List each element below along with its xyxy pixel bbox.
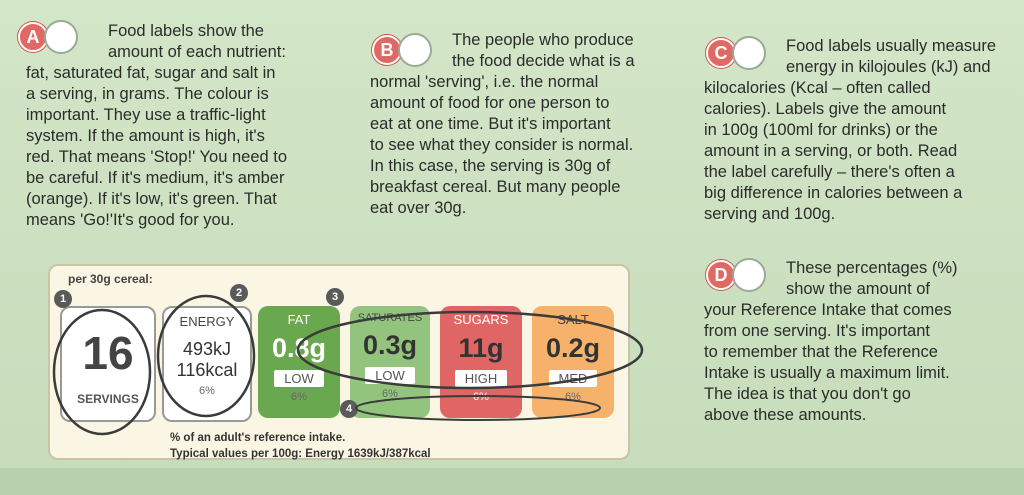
bottom-band	[0, 468, 1024, 495]
text-line: red. That means 'Stop!' You need to	[26, 148, 288, 166]
text-line: in 100g (100ml for drinks) or the	[704, 121, 938, 139]
paragraph-b: The people who produce the food decide w…	[370, 30, 700, 219]
text-line: normal 'serving', i.e. the normal	[370, 73, 599, 91]
marker-2: 2	[230, 284, 248, 302]
text-line: The idea is that you don't go	[704, 385, 911, 403]
text-line: to see what they consider is normal.	[370, 136, 634, 154]
energy-head: ENERGY	[179, 314, 235, 329]
text-line: amount of food for one person to	[370, 94, 610, 112]
text-line: Food labels usually measure	[786, 37, 997, 55]
answer-circle-c[interactable]	[732, 36, 766, 70]
nutrition-label: per 30g cereal: 16 SERVINGS ENERGY 493kJ…	[48, 264, 630, 460]
text-line: eat at one time. But it's important	[370, 115, 611, 133]
servings-caption: SERVINGS	[77, 392, 139, 406]
sugars-pct: 6%	[473, 391, 489, 403]
text-line: Intake is usually a maximum limit.	[704, 364, 950, 382]
text-line: from one serving. It's important	[704, 322, 930, 340]
answer-circle-b[interactable]	[398, 33, 432, 67]
paragraph-d: These percentages (%) show the amount of…	[704, 258, 1022, 426]
servings-number: 16	[82, 327, 134, 379]
badge-letter-a: A	[18, 22, 48, 52]
salt-box: SALT 0.2g MED 6%	[532, 306, 614, 418]
saturates-pct: 6%	[382, 388, 398, 400]
sugars-level: HIGH	[454, 370, 508, 387]
saturates-value: 0.3g	[362, 330, 418, 360]
text-line: amount in a serving, or both. Read	[704, 142, 958, 160]
fat-level: LOW	[274, 370, 324, 387]
sugars-box: SUGARS 11g HIGH 6%	[440, 306, 522, 418]
energy-kcal: 116kcal	[176, 360, 238, 380]
badge-c: C	[706, 36, 766, 70]
text-line: big difference in calories between a	[704, 184, 963, 202]
text-line: kilocalories (Kcal – often called	[704, 79, 931, 97]
badge-b: B	[372, 33, 432, 67]
text-line: Food labels show the	[108, 22, 264, 40]
sugars-head: SUGARS	[453, 312, 509, 327]
badge-letter-b: B	[372, 35, 402, 65]
text-line: system. If the amount is high, it's	[26, 127, 265, 145]
text-line: amount of each nutrient:	[108, 43, 286, 61]
marker-1: 1	[54, 290, 72, 308]
saturates-level: LOW	[365, 367, 415, 384]
text-line: above these amounts.	[704, 406, 867, 424]
energy-kj: 493kJ	[182, 339, 232, 359]
text-line: In this case, the serving is 30g of	[370, 157, 611, 175]
badge-letter-c: C	[706, 38, 736, 68]
answer-circle-d[interactable]	[732, 258, 766, 292]
text-line: (orange). If it's low, it's green. That	[26, 190, 277, 208]
fat-value: 0.8g	[271, 333, 327, 363]
salt-level: MED	[548, 370, 598, 387]
salt-head: SALT	[557, 312, 589, 327]
text-line: energy in kilojoules (kJ) and	[786, 58, 991, 76]
paragraph-a: Food labels show the amount of each nutr…	[26, 21, 346, 231]
energy-pct: 6%	[199, 385, 215, 397]
fat-box: FAT 0.8g LOW 6%	[258, 306, 340, 418]
servings-box: 16 SERVINGS	[60, 306, 156, 422]
paragraph-c: Food labels usually measure energy in ki…	[704, 36, 1022, 225]
energy-box: ENERGY 493kJ 116kcal 6%	[162, 306, 252, 422]
text-line: the food decide what is a	[452, 52, 635, 70]
text-line: eat over 30g.	[370, 199, 467, 217]
text-line: be careful. If it's medium, it's amber	[26, 169, 285, 187]
text-line: your Reference Intake that comes	[704, 301, 952, 319]
salt-pct: 6%	[565, 391, 581, 403]
text-line: fat, saturated fat, sugar and salt in	[26, 64, 276, 82]
badge-a: A	[18, 20, 78, 54]
text-line: These percentages (%)	[786, 259, 958, 277]
text-line: serving and 100g.	[704, 205, 836, 223]
text-line: means 'Go!'It's good for you.	[26, 211, 235, 229]
typical-values-note: Typical values per 100g: Energy 1639kJ/3…	[170, 448, 431, 460]
text-line: important. They use a traffic-light	[26, 106, 266, 124]
badge-d: D	[706, 258, 766, 292]
sugars-value: 11g	[458, 333, 504, 363]
saturates-box: SATURATES 0.3g LOW 6%	[350, 306, 430, 418]
answer-circle-a[interactable]	[44, 20, 78, 54]
saturates-head: SATURATES	[357, 312, 423, 324]
text-line: to remember that the Reference	[704, 343, 938, 361]
text-line: breakfast cereal. But many people	[370, 178, 621, 196]
marker-4: 4	[340, 400, 358, 418]
text-line: show the amount of	[786, 280, 931, 298]
text-line: The people who produce	[452, 31, 634, 49]
salt-value: 0.2g	[545, 333, 601, 363]
text-line: the label carefully – there's often a	[704, 163, 955, 181]
reference-intake-note: % of an adult's reference intake.	[170, 432, 346, 444]
fat-pct: 6%	[291, 391, 307, 403]
per-serving-caption: per 30g cereal:	[68, 272, 153, 286]
text-line: calories). Labels give the amount	[704, 100, 947, 118]
text-line: a serving, in grams. The colour is	[26, 85, 269, 103]
fat-head: FAT	[287, 312, 311, 327]
marker-3: 3	[326, 288, 344, 306]
